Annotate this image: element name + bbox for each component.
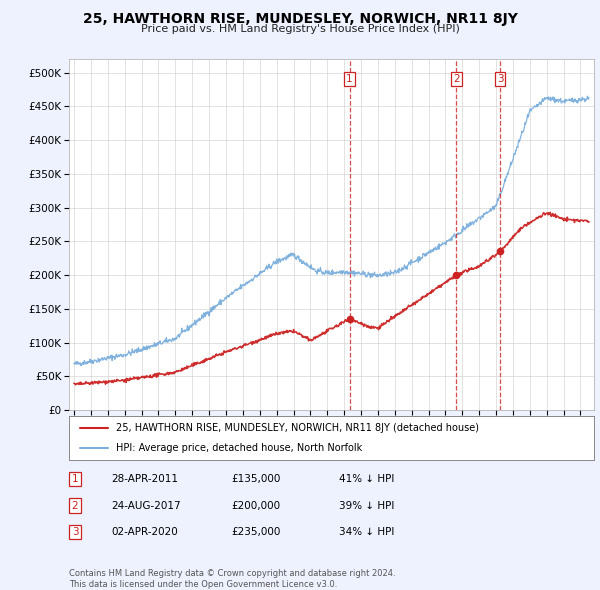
Text: HPI: Average price, detached house, North Norfolk: HPI: Average price, detached house, Nort… — [116, 443, 362, 453]
Text: 3: 3 — [71, 527, 79, 537]
Text: 34% ↓ HPI: 34% ↓ HPI — [339, 527, 394, 537]
Text: £135,000: £135,000 — [231, 474, 280, 484]
Text: 2: 2 — [71, 501, 79, 510]
Text: 28-APR-2011: 28-APR-2011 — [111, 474, 178, 484]
Text: £235,000: £235,000 — [231, 527, 280, 537]
Text: 25, HAWTHORN RISE, MUNDESLEY, NORWICH, NR11 8JY (detached house): 25, HAWTHORN RISE, MUNDESLEY, NORWICH, N… — [116, 423, 479, 433]
Text: Price paid vs. HM Land Registry's House Price Index (HPI): Price paid vs. HM Land Registry's House … — [140, 24, 460, 34]
Text: 39% ↓ HPI: 39% ↓ HPI — [339, 501, 394, 510]
Text: 24-AUG-2017: 24-AUG-2017 — [111, 501, 181, 510]
Text: 1: 1 — [71, 474, 79, 484]
Text: Contains HM Land Registry data © Crown copyright and database right 2024.
This d: Contains HM Land Registry data © Crown c… — [69, 569, 395, 589]
Text: 3: 3 — [497, 74, 503, 84]
Text: 25, HAWTHORN RISE, MUNDESLEY, NORWICH, NR11 8JY: 25, HAWTHORN RISE, MUNDESLEY, NORWICH, N… — [83, 12, 517, 26]
Text: £200,000: £200,000 — [231, 501, 280, 510]
Text: 02-APR-2020: 02-APR-2020 — [111, 527, 178, 537]
Text: 1: 1 — [346, 74, 353, 84]
Text: 41% ↓ HPI: 41% ↓ HPI — [339, 474, 394, 484]
Text: 2: 2 — [453, 74, 460, 84]
